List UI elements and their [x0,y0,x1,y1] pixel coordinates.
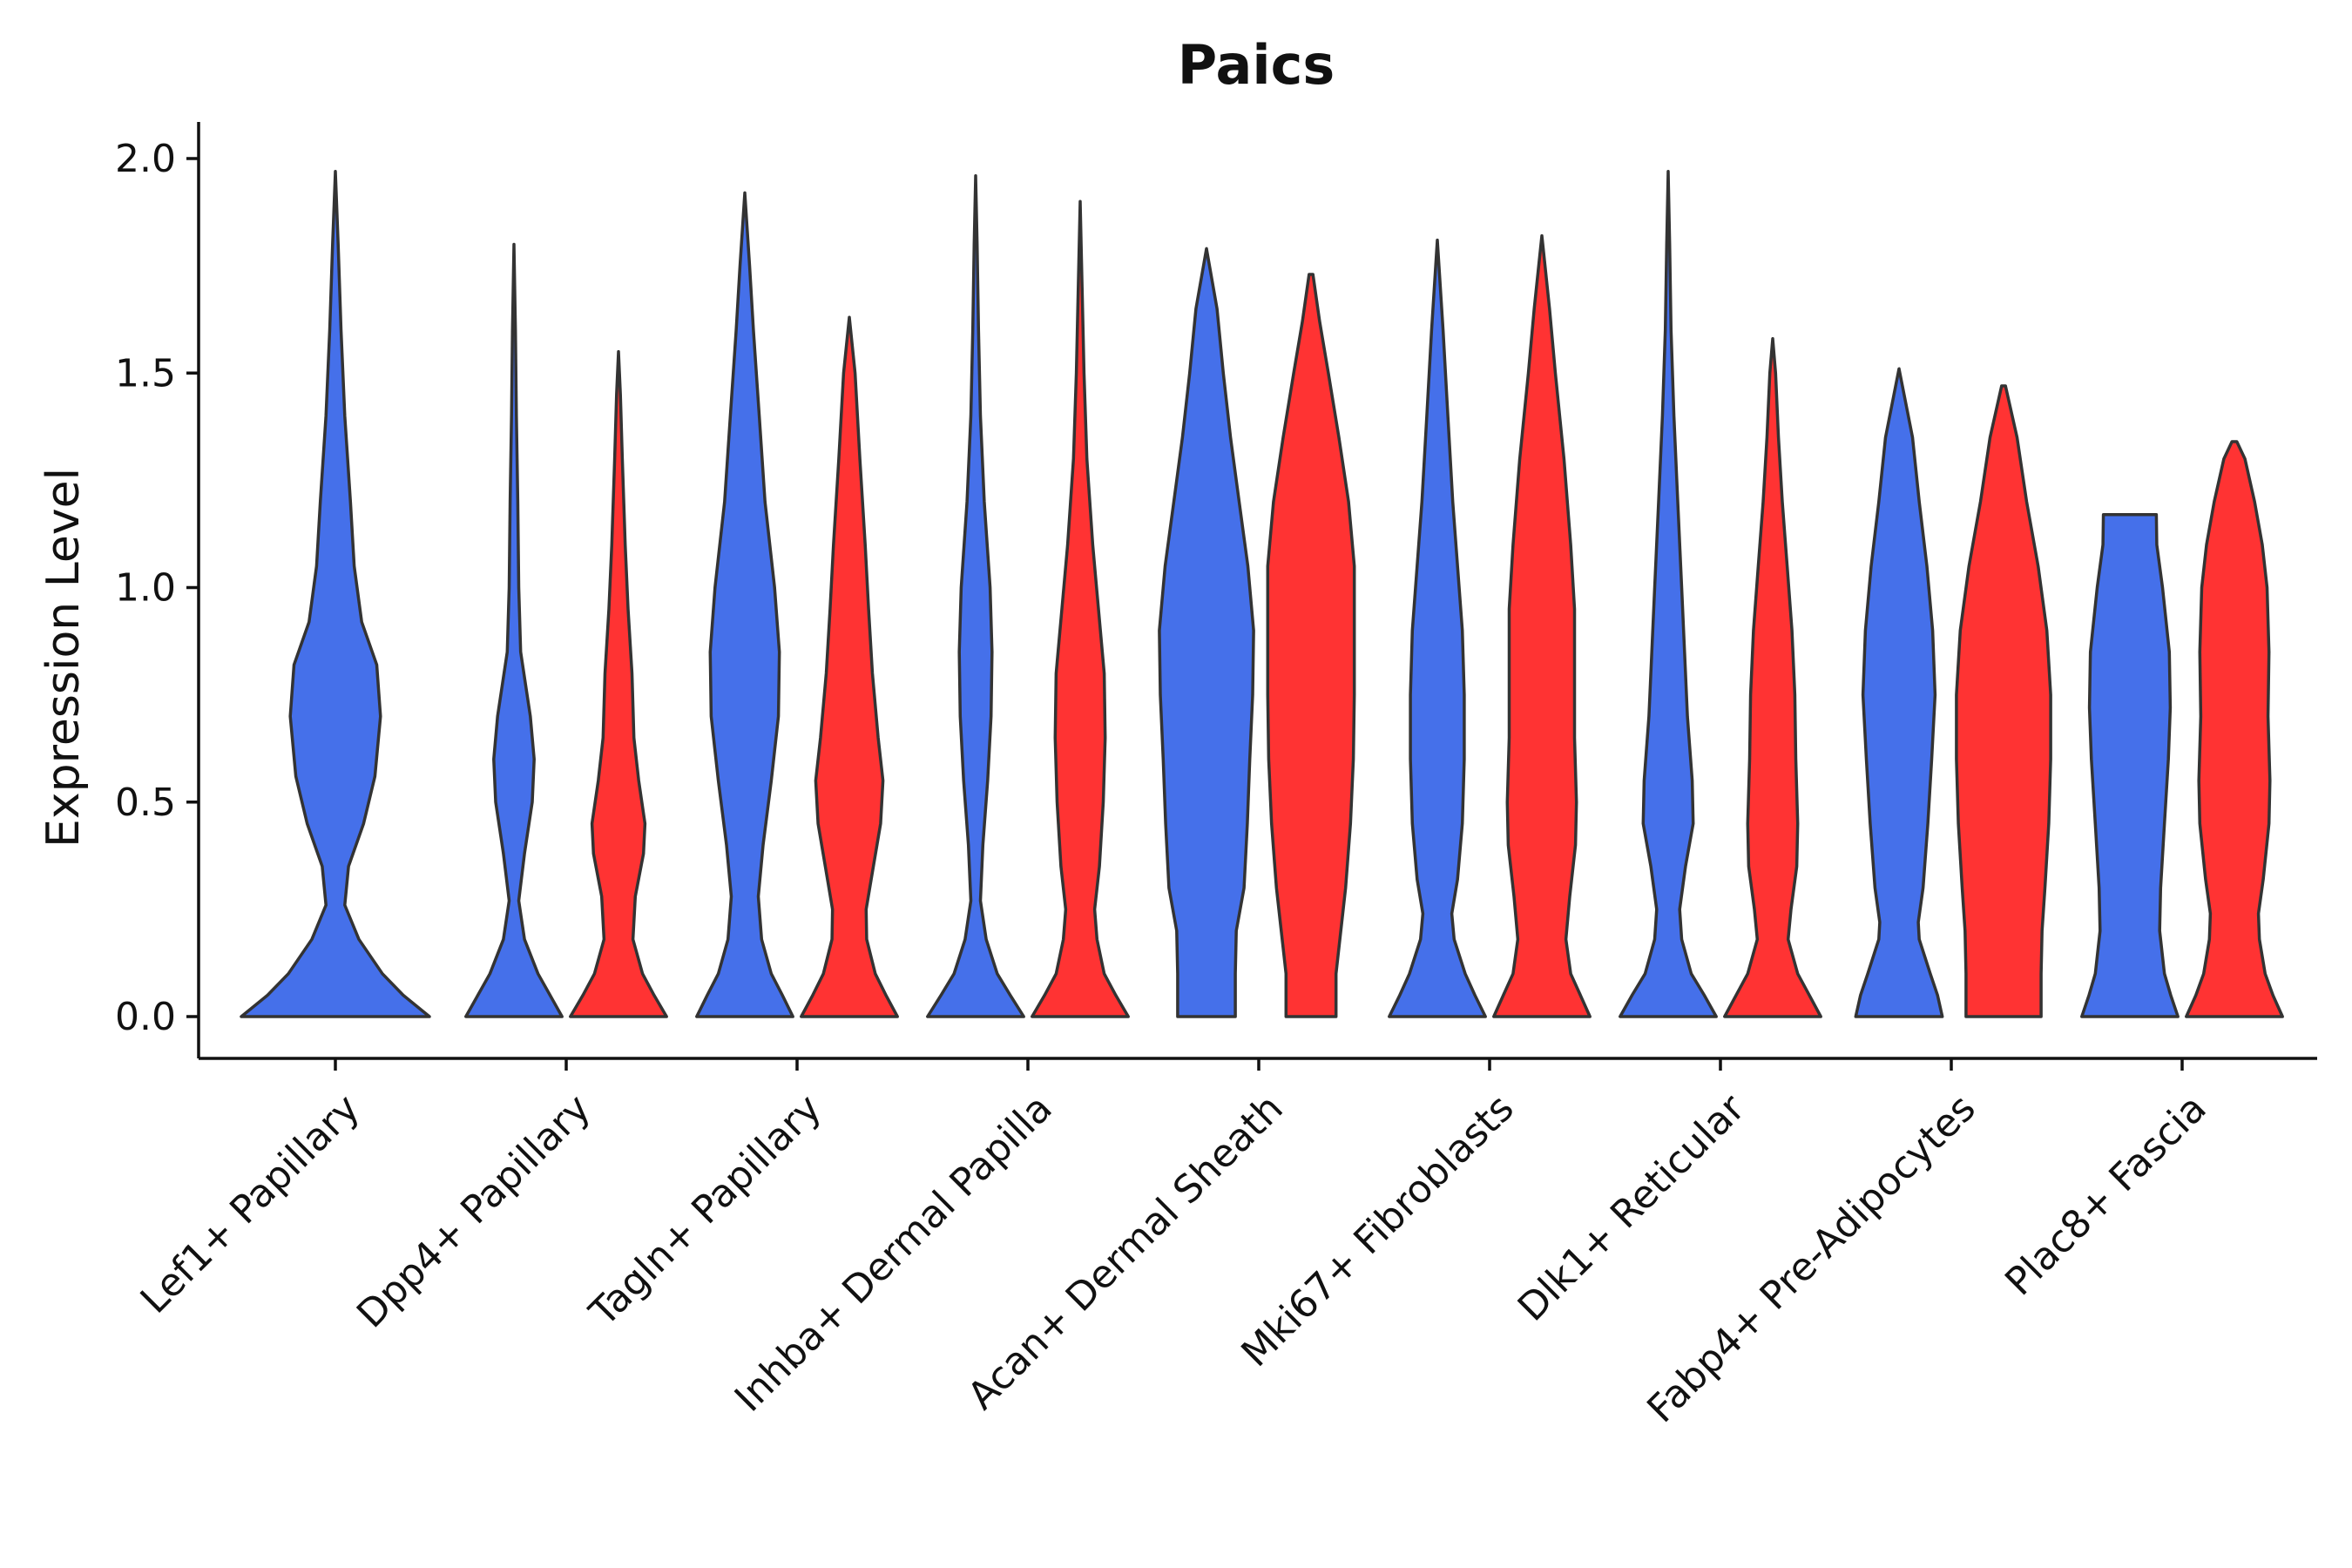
x-tick-label: Plac8+ Fascia [1997,1086,2215,1305]
y-tick-label: 1.5 [115,351,176,395]
violin-blue-dlk1-reticular [1619,170,1718,1018]
y-tick-label: 1.0 [115,566,176,611]
violin-red-fabp4-pre-adipocytes [1955,384,2052,1018]
violin-blue-mki67-fibroblasts [1388,238,1487,1018]
y-tick-label: 0.5 [115,781,176,825]
violin-layer [240,170,2284,1018]
x-tick-label: Dlk1+ Reticular [1510,1085,1754,1330]
violin-blue-plac8-fascia [2080,513,2180,1018]
y-axis-label: Expression Level [37,468,90,848]
violin-blue-fabp4-pre-adipocytes [1854,367,1944,1018]
violin-red-dpp4-papillary [569,349,668,1018]
y-tick-label: 0.0 [115,995,176,1039]
x-tick-label: Tagln+ Papillary [581,1086,830,1335]
violin-red-tagln-papillary [800,315,899,1018]
violin-red-inhba-dermal-papilla [1031,199,1130,1018]
x-tick-label: Lef1+ Papillary [132,1086,368,1322]
violin-blue-inhba-dermal-papilla [926,173,1025,1018]
violin-blue-dpp4-papillary [464,242,564,1018]
violin-red-acan-dermal-sheath [1266,273,1356,1018]
x-tick-label: Dpp4+ Papillary [348,1086,599,1337]
violin-red-dlk1-reticular [1723,337,1822,1018]
y-axis: 0.0 0.5 1.0 1.5 2.0 [115,122,200,1058]
chart-title: Paics [1178,33,1335,97]
violin-blue-tagln-papillary [695,191,794,1018]
violin-blue-acan-dermal-sheath [1158,247,1255,1018]
violin-blue-lef1-papillary [240,170,431,1018]
violin-red-mki67-fibroblasts [1492,233,1592,1018]
y-tick-label: 2.0 [115,137,176,181]
violin-red-plac8-fascia [2185,440,2284,1018]
